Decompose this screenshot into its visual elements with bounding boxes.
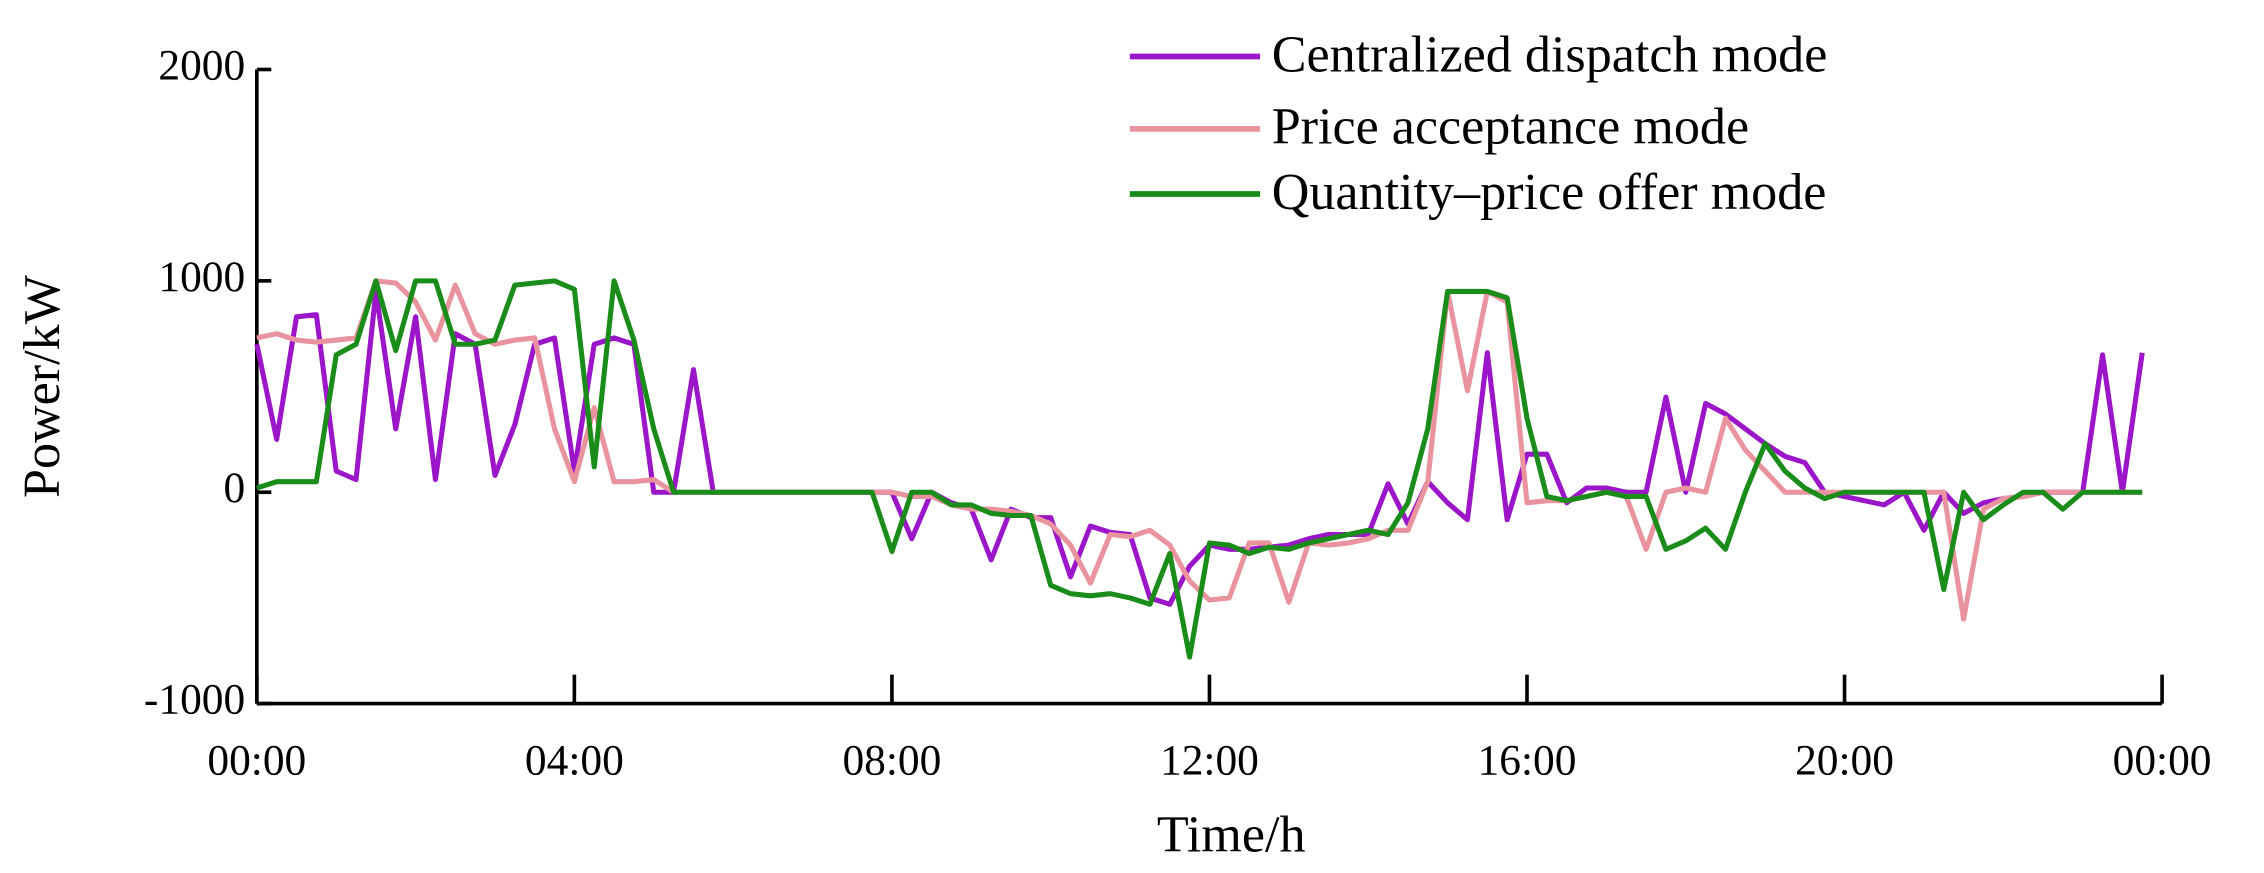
x-tick-label: 00:00: [207, 736, 306, 784]
series-line: [256, 278, 2143, 660]
x-tick-label: 08:00: [842, 736, 941, 784]
y-tick-label: 1000: [158, 253, 245, 301]
x-tick-label: 04:00: [525, 736, 624, 784]
x-tick-label: 12:00: [1160, 736, 1259, 784]
x-axis-title: Time/h: [1157, 807, 1306, 864]
series-line: [256, 278, 2143, 622]
x-tick-label: 00:00: [2113, 736, 2212, 784]
legend-label: Price acceptance mode: [1272, 99, 1749, 156]
legend-label: Quantity–price offer mode: [1272, 164, 1827, 221]
y-axis-title: Power/kW: [14, 274, 71, 498]
y-tick-label: 2000: [158, 41, 245, 89]
x-tick-label: 20:00: [1795, 736, 1894, 784]
series-line: [254, 288, 2145, 607]
y-tick-label: 0: [224, 464, 246, 512]
x-tick-label: 16:00: [1478, 736, 1577, 784]
y-tick-label: -1000: [144, 676, 245, 724]
legend-label: Centralized dispatch mode: [1272, 26, 1828, 83]
